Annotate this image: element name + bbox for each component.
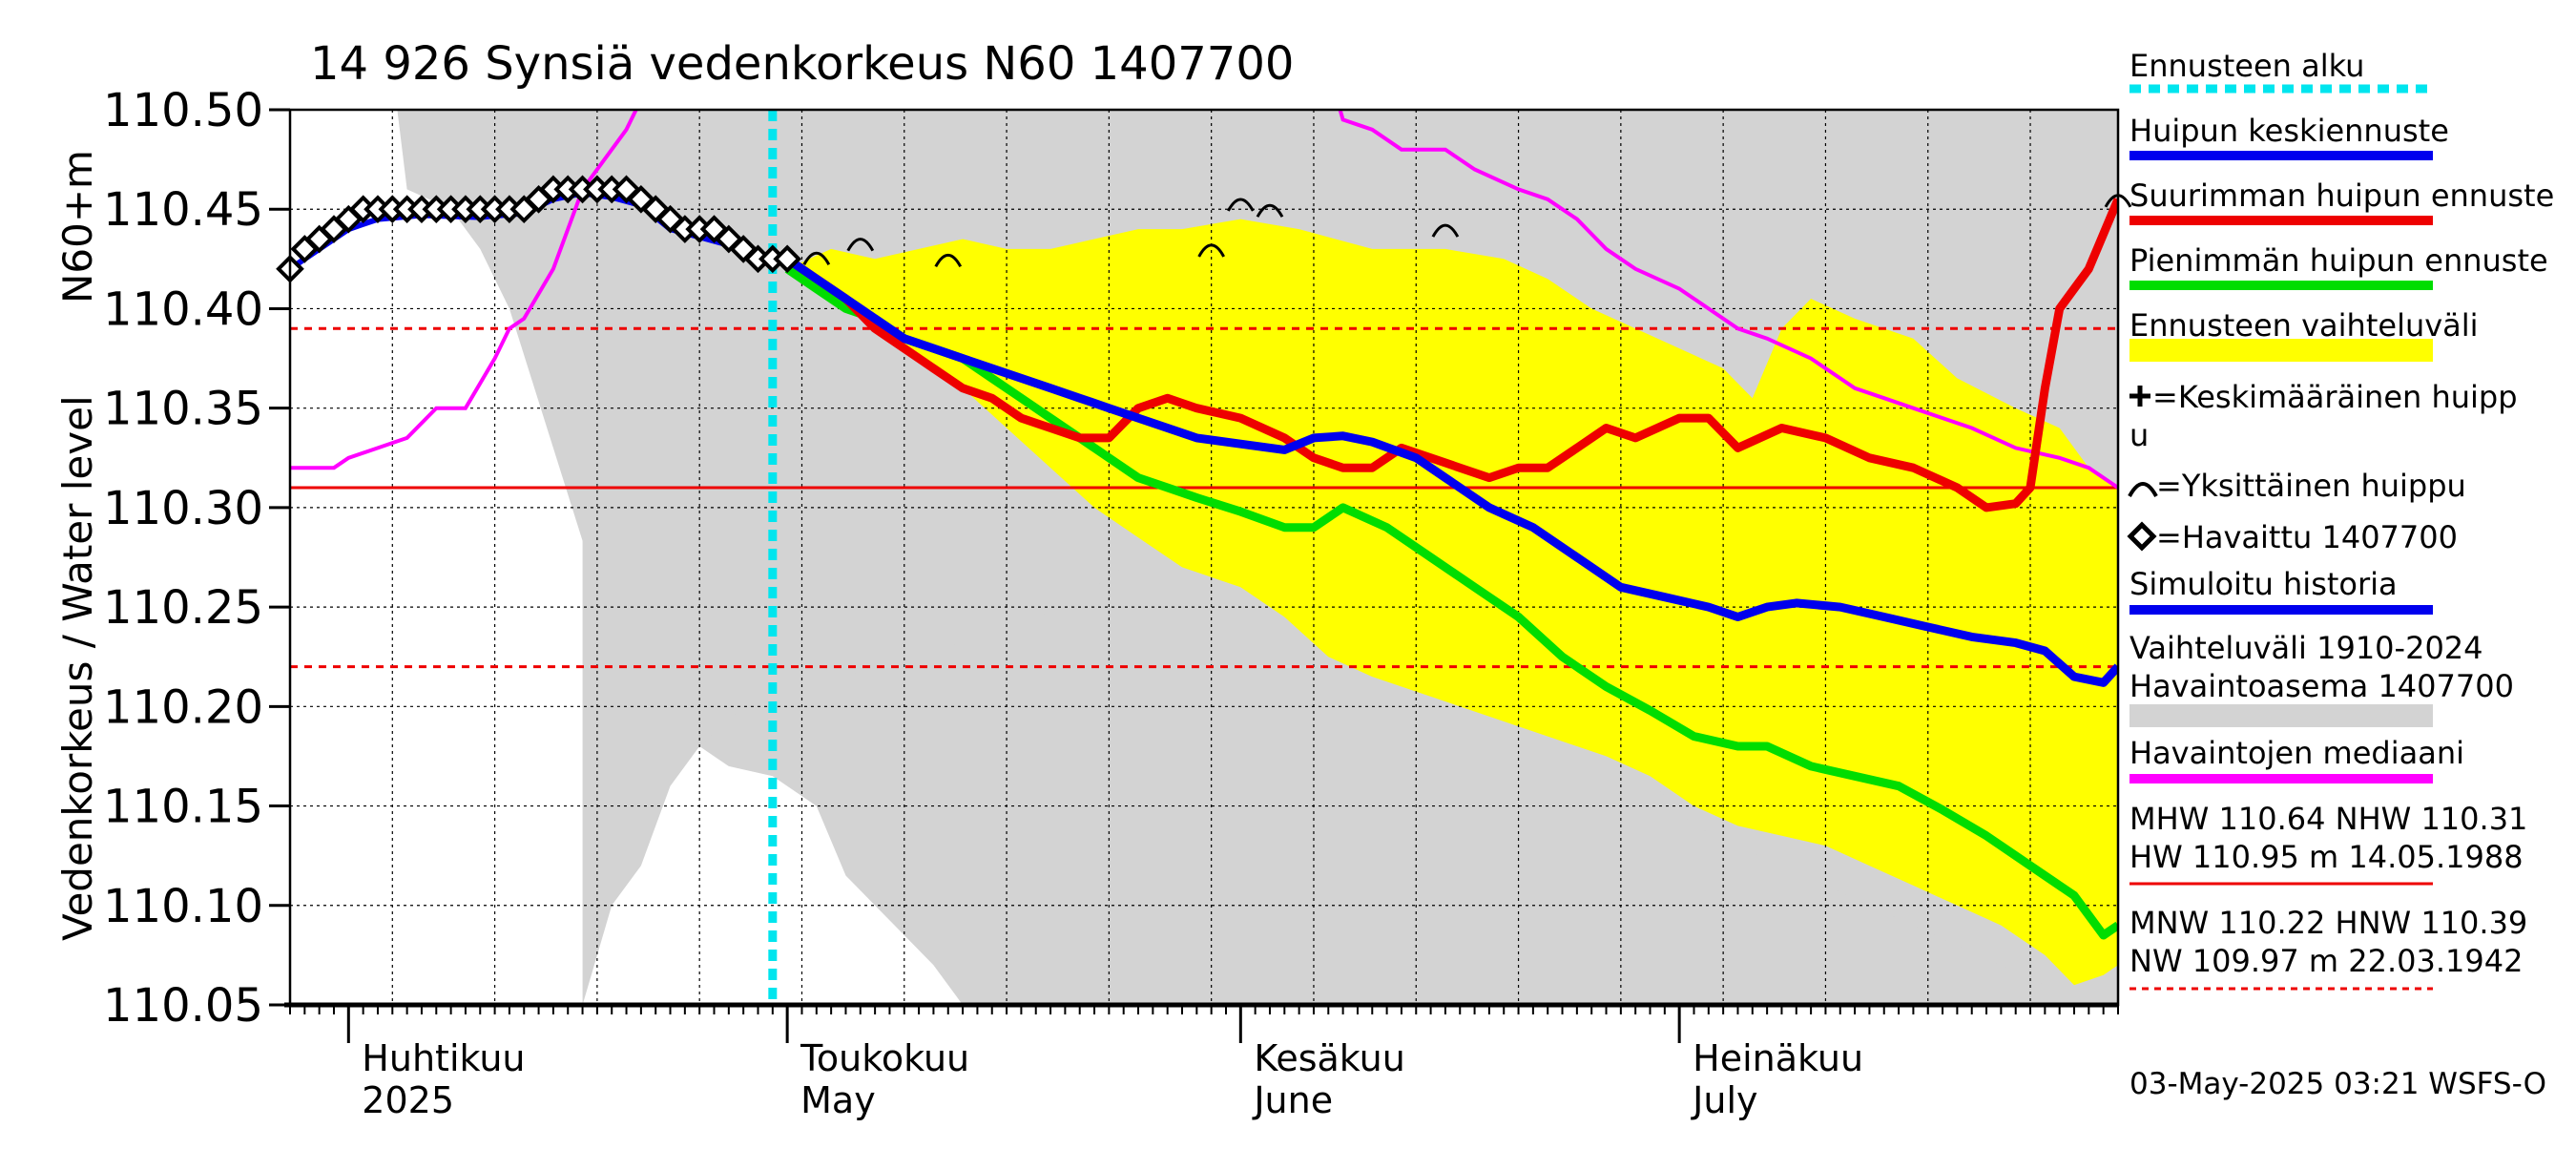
max-peak-forecast-line bbox=[784, 198, 2118, 512]
x-month-label-fi: Huhtikuu bbox=[362, 1037, 525, 1079]
legend-symbol-mean-peak bbox=[2129, 386, 2150, 407]
legend-label-line2: Havaintoasema 1407700 bbox=[2129, 668, 2514, 704]
observed-point bbox=[612, 175, 641, 204]
legend-swatch-box bbox=[2129, 339, 2433, 362]
single-peak-marker bbox=[1197, 243, 1225, 258]
x-month-label-fi: Toukokuu bbox=[800, 1037, 969, 1079]
single-peak-marker bbox=[802, 251, 831, 265]
x-month-label-fi: Kesäkuu bbox=[1254, 1037, 1405, 1079]
observed-point bbox=[715, 224, 743, 254]
y-tick-label: 110.20 bbox=[103, 680, 263, 734]
legend-label-line2: NW 109.97 m 22.03.1942 bbox=[2129, 943, 2523, 979]
y-tick-label: 110.50 bbox=[103, 84, 263, 137]
reference-lines-layer bbox=[290, 326, 2118, 669]
single-peak-marker bbox=[846, 238, 875, 252]
legend-label: Vaihteluväli 1910-2024 bbox=[2129, 630, 2483, 666]
x-month-label-en: 2025 bbox=[362, 1079, 454, 1121]
legend-label: =Havaittu 1407700 bbox=[2156, 519, 2458, 555]
x-month-label-en: June bbox=[1252, 1079, 1333, 1121]
y-tick-label: 110.45 bbox=[103, 183, 263, 237]
single-peak-marker bbox=[934, 253, 963, 268]
y-tick-label: 110.25 bbox=[103, 581, 263, 635]
legend-label: Huipun keskiennuste bbox=[2129, 113, 2449, 149]
chart-title: 14 926 Synsiä vedenkorkeus N60 1407700 bbox=[310, 37, 1294, 91]
legend-label: =Yksittäinen huippu bbox=[2156, 468, 2466, 504]
y-axis-unit-label: N60+m bbox=[54, 150, 101, 303]
observed-point bbox=[699, 215, 729, 243]
legend-label: MHW 110.64 NHW 110.31 bbox=[2129, 801, 2527, 837]
observed-point bbox=[773, 244, 801, 274]
y-axis-label: Vedenkorkeus / Water level bbox=[54, 395, 101, 941]
mean-peak-forecast-line bbox=[784, 255, 2118, 687]
y-tick-label: 110.35 bbox=[103, 383, 263, 436]
legend-label: =Keskimääräinen huipp bbox=[2152, 379, 2518, 415]
bands-layer bbox=[397, 110, 2118, 1005]
legend-label: Havaintojen mediaani bbox=[2129, 735, 2464, 771]
legend-label: Suurimman huipun ennuste bbox=[2129, 178, 2554, 214]
axes-layer: 110.50 110.45 110.40 110.35 110.30 110.25 110.… bbox=[103, 84, 2120, 1121]
legend-symbol-single-peak bbox=[2128, 482, 2158, 497]
legend-label: Ennusteen vaihteluväli bbox=[2129, 307, 2479, 344]
legend-label-line2: HW 110.95 m 14.05.1988 bbox=[2129, 839, 2524, 875]
legend-label-cont: u bbox=[2129, 417, 2149, 453]
legend-label: MNW 110.22 HNW 110.39 bbox=[2129, 905, 2527, 941]
y-tick-label: 110.05 bbox=[103, 979, 263, 1033]
y-tick-label: 110.40 bbox=[103, 282, 263, 336]
y-tick-label: 110.30 bbox=[103, 482, 263, 535]
single-peak-marker bbox=[1431, 223, 1460, 238]
footer-timestamp: 03-May-2025 03:21 WSFS-O bbox=[2129, 1067, 2546, 1101]
legend: Ennusteen alku Huipun keskiennuste Suurimm… bbox=[2127, 48, 2554, 991]
single-peak-marker bbox=[1227, 198, 1255, 212]
legend-label: Ennusteen alku bbox=[2129, 48, 2364, 84]
single-peak-marker bbox=[1256, 203, 1284, 218]
x-month-label-en: July bbox=[1691, 1079, 1757, 1121]
y-tick-label: 110.15 bbox=[103, 781, 263, 834]
median-line bbox=[290, 110, 2118, 490]
x-month-label-fi: Heinäkuu bbox=[1693, 1037, 1863, 1079]
x-month-label-en: May bbox=[800, 1079, 876, 1121]
legend-label: Pienimmän huipun ennuste bbox=[2129, 242, 2548, 279]
legend-label: Simuloitu historia bbox=[2129, 566, 2398, 602]
legend-swatch-box bbox=[2129, 704, 2433, 727]
legend-symbol-observed bbox=[2127, 521, 2157, 552]
markers-layer bbox=[276, 110, 2132, 1005]
y-tick-label: 110.10 bbox=[103, 880, 263, 933]
